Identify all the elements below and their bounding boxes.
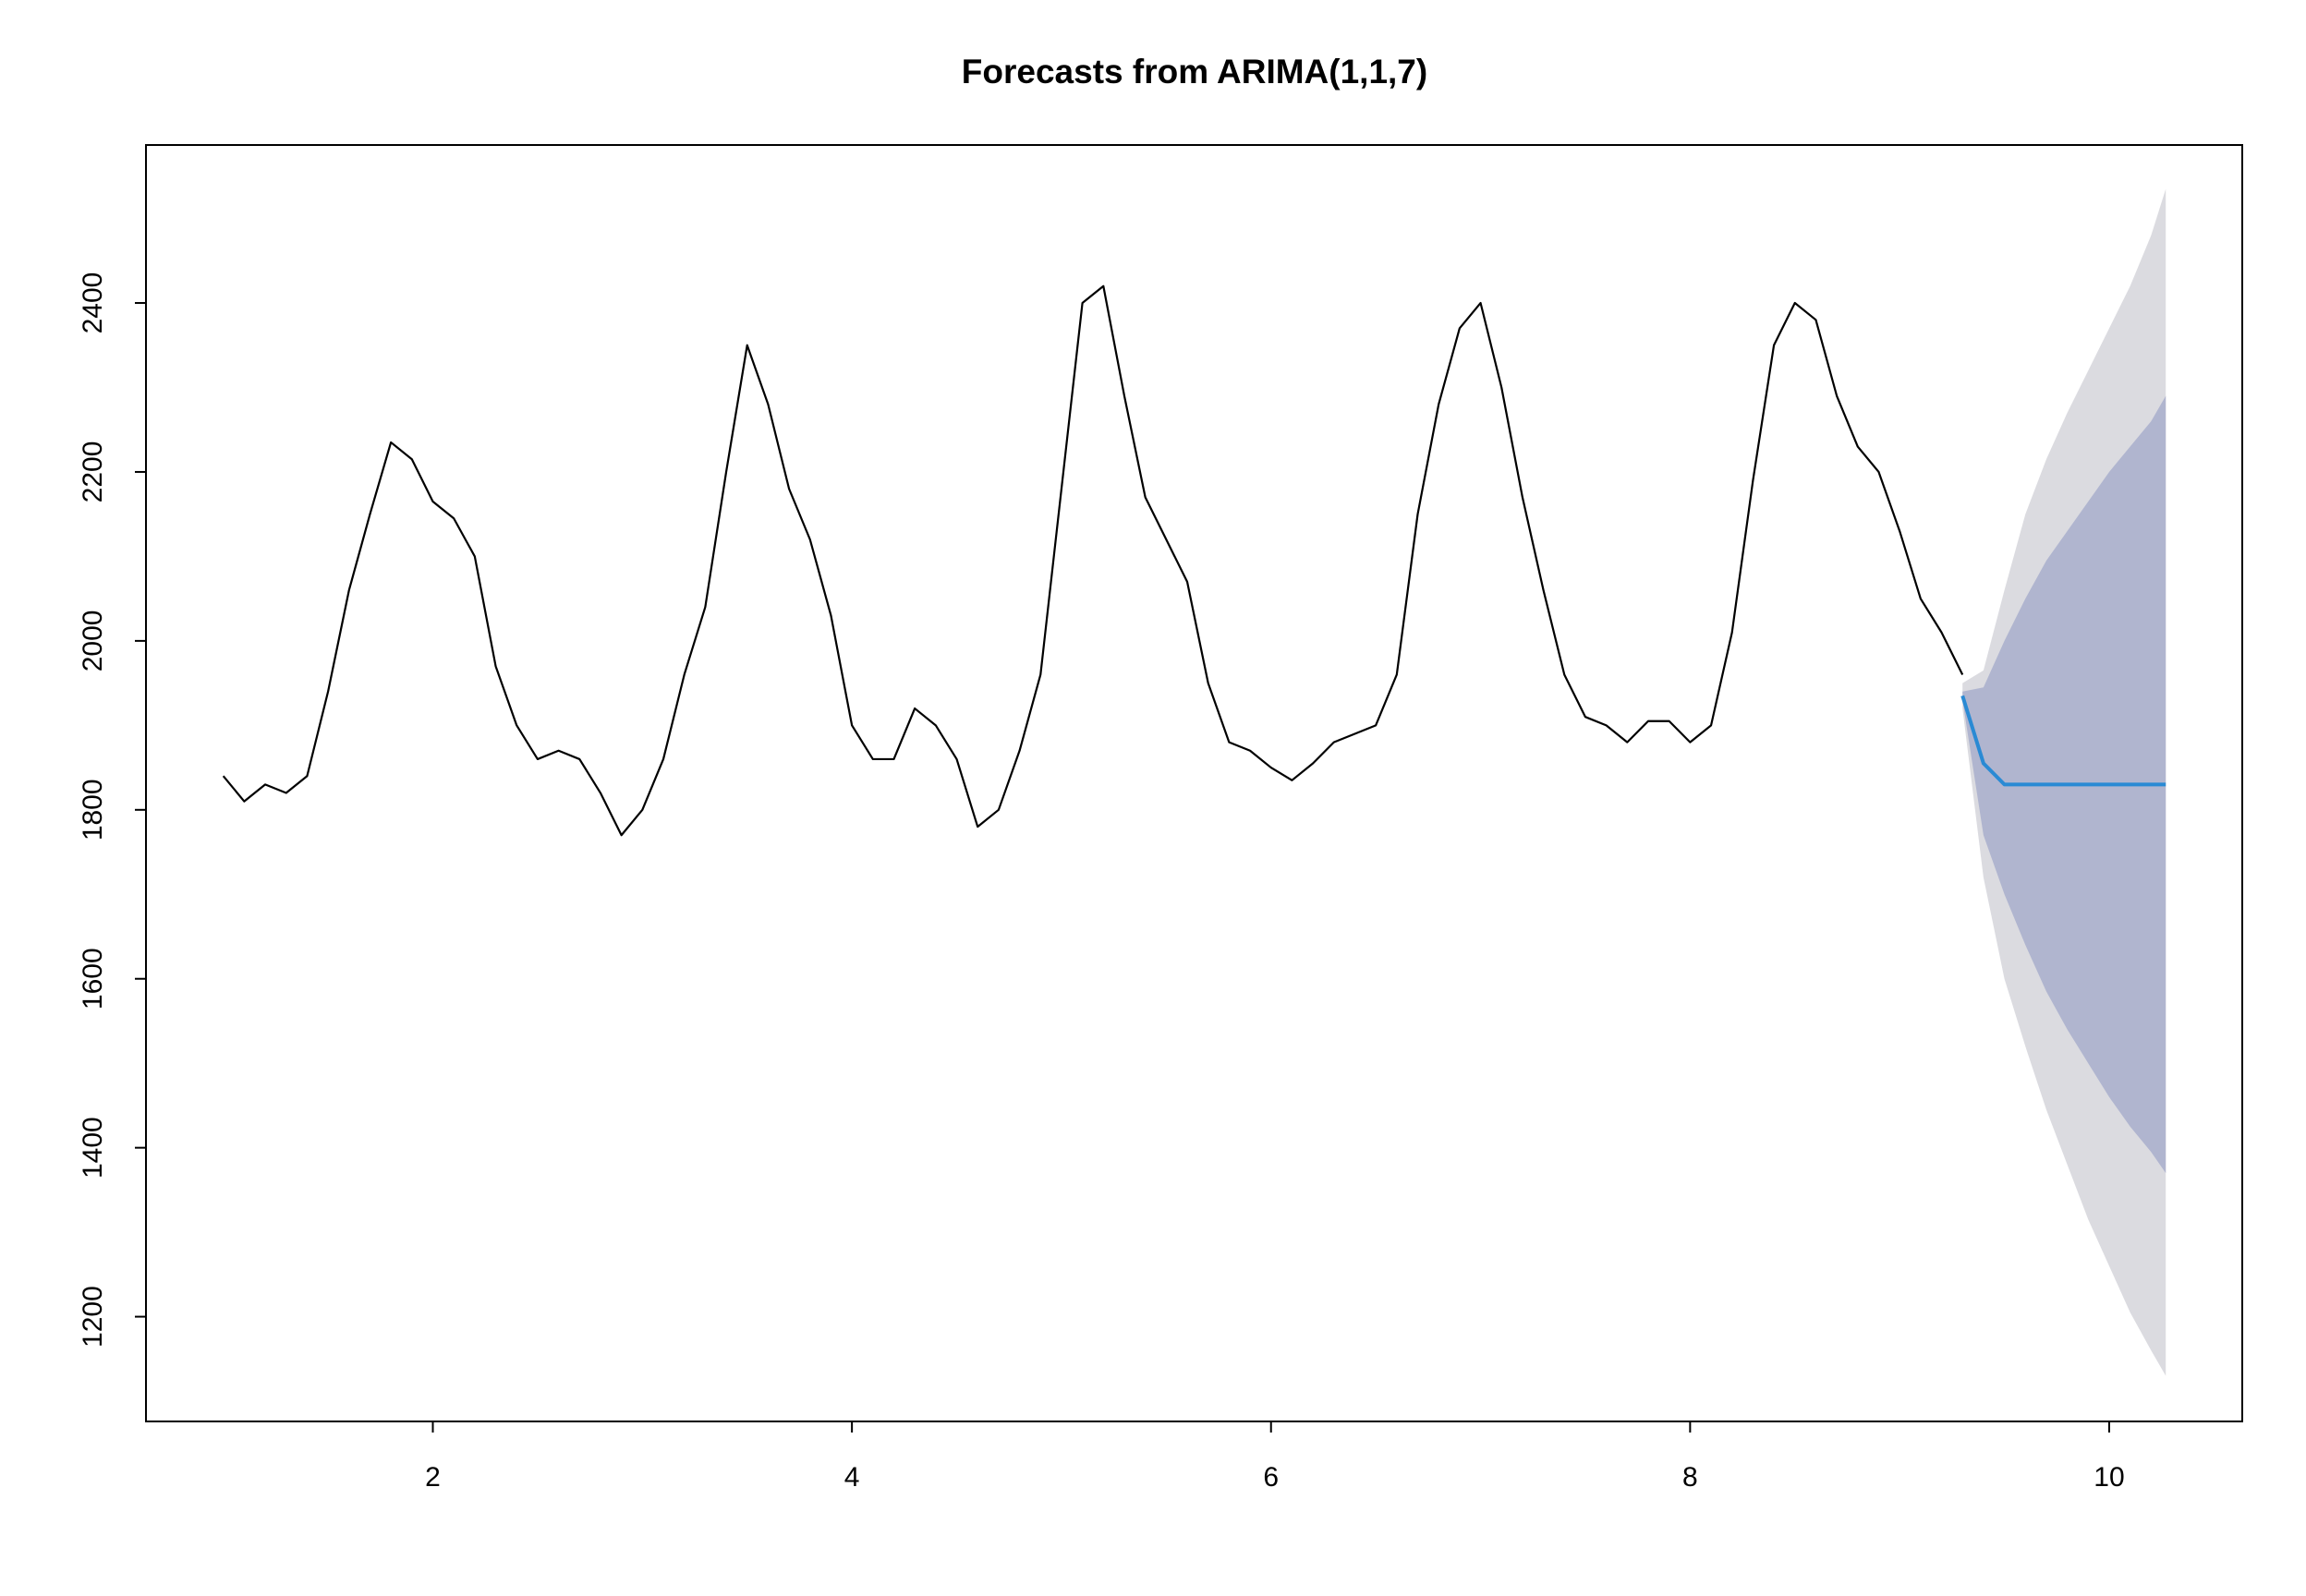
y-tick-label: 2200 (78, 441, 108, 503)
y-tick-label: 1400 (78, 1117, 108, 1179)
y-tick-label: 2400 (78, 272, 108, 334)
forecast-line (1960, 695, 2166, 787)
x-tick-label: 8 (1682, 1462, 1698, 1493)
y-tick-label: 1800 (78, 779, 108, 840)
x-tick-label: 6 (1263, 1462, 1279, 1493)
x-tick-label: 4 (844, 1462, 860, 1493)
x-tick-label: 10 (2094, 1462, 2124, 1493)
history-line (222, 284, 1964, 837)
chart-title: Forecasts from ARIMA(1,1,7) (962, 53, 1427, 91)
plot-frame (145, 144, 2243, 1422)
y-tick-label: 1600 (78, 948, 108, 1010)
y-tick-label: 2000 (78, 611, 108, 672)
x-tick-label: 2 (425, 1462, 441, 1493)
y-tick-label: 1200 (78, 1286, 108, 1348)
